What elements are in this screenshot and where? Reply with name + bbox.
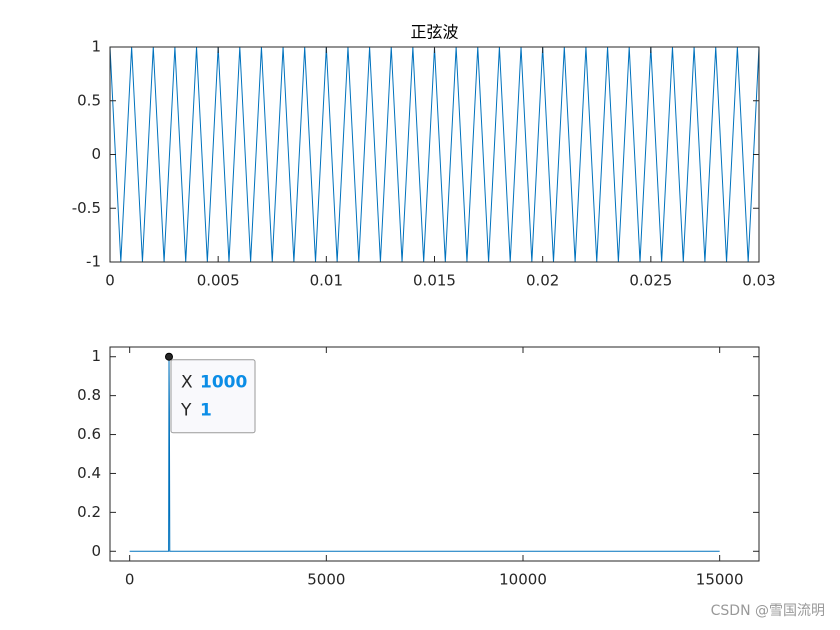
x-tick-label: 0 [125,571,135,589]
datatip-marker [165,352,173,361]
x-tick-label: 0.03 [742,272,775,290]
y-tick-label: 0 [91,145,101,163]
y-tick-label: 0 [91,542,101,560]
x-tick-label: 0.01 [310,272,343,290]
data-line [129,356,720,552]
y-tick-label: -1 [86,253,101,271]
x-tick-label: 15000 [696,571,744,589]
y-tick-label: 0.2 [77,503,101,521]
x-tick-label: 0 [105,272,115,290]
datatip-x-value: 1000 [200,373,247,393]
axes-background [110,47,759,262]
datatip-y-value: 1 [200,401,212,421]
axes-box [109,346,760,562]
x-tick-label: 0.025 [629,272,672,290]
x-tick-label: 0.005 [197,272,240,290]
x-tick-label: 5000 [307,571,345,589]
y-tick-label: 0.4 [77,464,101,482]
chart-title: 正弦波 [410,23,458,42]
x-tick-label: 0.015 [413,272,456,290]
y-tick-label: 1 [91,38,101,56]
y-tick-label: 0.8 [77,386,101,404]
y-tick-label: 0.5 [77,91,101,109]
datatip-x-label: X [181,373,193,393]
y-tick-label: 1 [91,347,101,365]
y-tick-label: 0.6 [77,425,101,443]
watermark: CSDN @雪国流明 [711,603,825,619]
x-tick-label: 10000 [499,571,547,589]
x-tick-label: 0.02 [526,272,559,290]
datatip-y-label: Y [180,401,192,421]
datatip-box [170,359,256,434]
y-tick-label: -0.5 [72,199,101,217]
